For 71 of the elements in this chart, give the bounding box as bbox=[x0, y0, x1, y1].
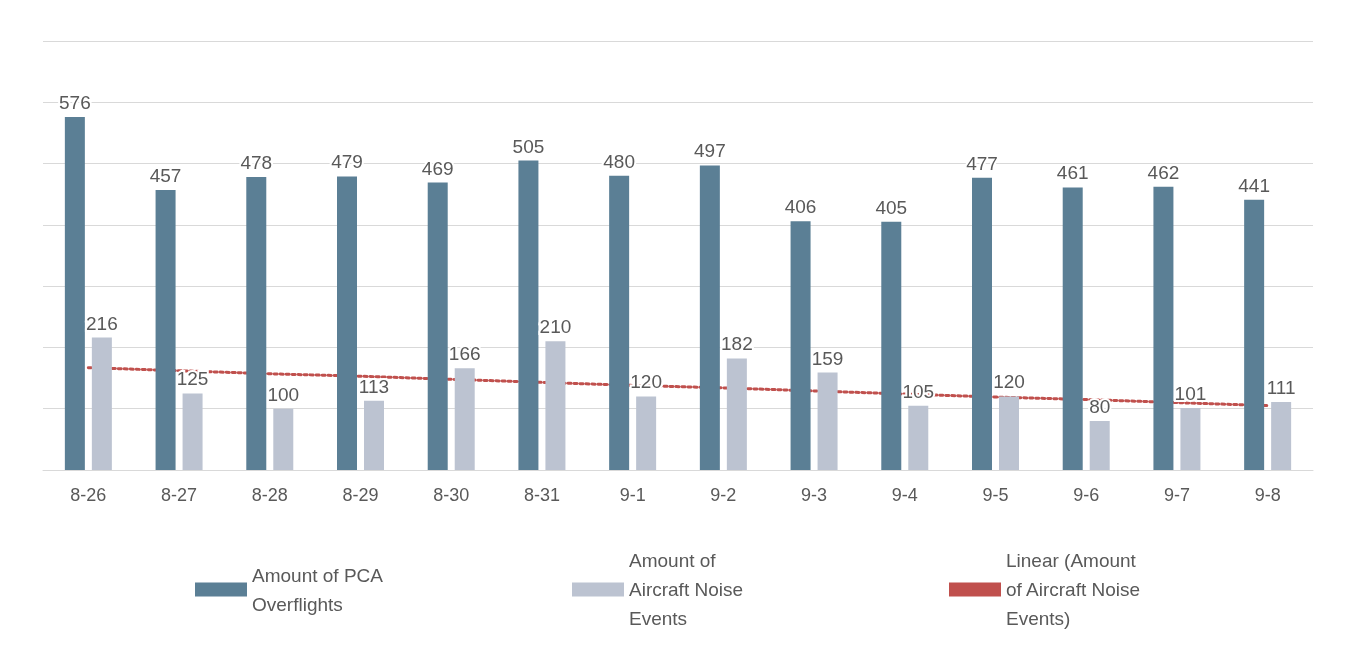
bar bbox=[155, 189, 176, 470]
bar bbox=[182, 393, 203, 470]
x-tick-label: 8-27 bbox=[161, 485, 198, 505]
bar bbox=[454, 368, 475, 470]
x-tick-label: 9-1 bbox=[619, 485, 646, 505]
bar bbox=[908, 405, 929, 470]
data-label: 125 bbox=[176, 368, 209, 390]
data-label: 477 bbox=[966, 152, 998, 174]
bar bbox=[726, 358, 747, 470]
bar bbox=[1271, 401, 1292, 470]
x-tick-label: 8-28 bbox=[251, 485, 288, 505]
legend-label: Amount of PCA Overflights bbox=[252, 564, 388, 615]
data-label: 210 bbox=[539, 316, 572, 338]
bar bbox=[91, 337, 112, 470]
data-label: 159 bbox=[811, 347, 844, 369]
bar bbox=[636, 396, 657, 470]
bar bbox=[790, 221, 811, 470]
data-label: 80 bbox=[1089, 395, 1111, 417]
bar bbox=[999, 396, 1019, 470]
bar bbox=[699, 165, 720, 470]
x-tick-label: 9-6 bbox=[1073, 485, 1100, 505]
bar bbox=[545, 341, 566, 470]
data-label: 182 bbox=[721, 333, 753, 355]
bar bbox=[609, 175, 630, 470]
bar bbox=[1153, 186, 1174, 470]
x-tick-label: 8-29 bbox=[342, 485, 379, 505]
x-tick-label: 9-2 bbox=[710, 485, 737, 505]
bar bbox=[1089, 420, 1110, 470]
data-label: 166 bbox=[448, 343, 481, 365]
x-tick-label: 9-3 bbox=[801, 485, 828, 505]
data-label: 101 bbox=[1174, 383, 1207, 405]
bar bbox=[972, 177, 992, 470]
data-label: 216 bbox=[86, 312, 118, 334]
data-label: 113 bbox=[358, 375, 390, 397]
legend-label: Linear (Amount of Aircraft Noise Events) bbox=[1006, 550, 1146, 629]
x-tick-label: 9-5 bbox=[982, 485, 1009, 505]
data-label: 469 bbox=[421, 157, 454, 179]
bar bbox=[881, 221, 902, 470]
data-label: 478 bbox=[240, 152, 273, 174]
bar bbox=[364, 400, 384, 470]
data-label: 480 bbox=[603, 150, 635, 172]
data-label: 497 bbox=[694, 140, 726, 162]
bar bbox=[1180, 408, 1201, 470]
data-label: 479 bbox=[331, 151, 363, 173]
bar bbox=[518, 160, 539, 470]
data-label: 461 bbox=[1056, 162, 1089, 184]
x-tick-label: 8-26 bbox=[70, 485, 107, 505]
data-label: 406 bbox=[784, 196, 817, 218]
data-label: 100 bbox=[267, 383, 300, 405]
bar bbox=[273, 408, 294, 470]
x-tick-label: 9-4 bbox=[891, 485, 918, 505]
data-label: 120 bbox=[993, 371, 1025, 393]
data-label: 576 bbox=[59, 91, 91, 113]
x-tick-label: 8-31 bbox=[523, 485, 560, 505]
bar bbox=[1062, 187, 1083, 470]
x-tick-label: 8-30 bbox=[433, 485, 470, 505]
bar bbox=[337, 176, 357, 470]
data-label: 111 bbox=[1266, 376, 1296, 398]
data-label: 462 bbox=[1147, 161, 1180, 183]
bar bbox=[64, 116, 85, 470]
bar bbox=[1244, 199, 1265, 470]
data-label: 457 bbox=[149, 164, 182, 186]
legend-label: Amount of Aircraft Noise Events bbox=[629, 550, 749, 629]
data-label: 441 bbox=[1238, 174, 1270, 196]
bar bbox=[817, 372, 838, 470]
data-label: 405 bbox=[875, 196, 908, 218]
x-tick-label: 9-8 bbox=[1254, 485, 1281, 505]
data-label: 505 bbox=[512, 135, 545, 157]
x-tick-label: 9-7 bbox=[1163, 485, 1190, 505]
bar bbox=[246, 177, 267, 470]
bar bbox=[427, 182, 448, 470]
